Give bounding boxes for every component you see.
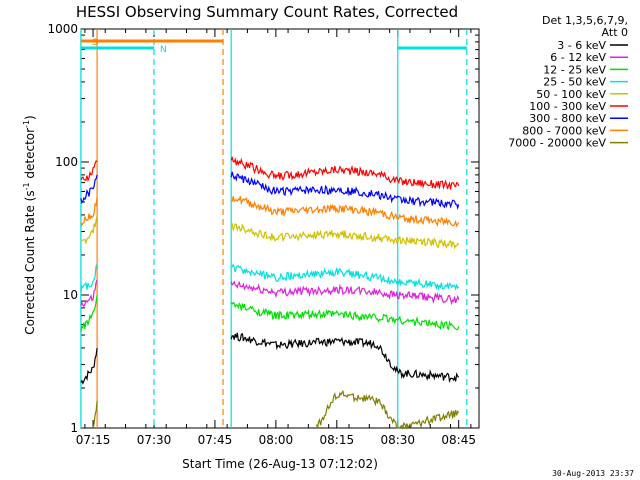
series-line bbox=[80, 196, 98, 227]
series-line bbox=[230, 171, 460, 210]
x-tick-label: 08:15 bbox=[320, 433, 355, 447]
y-tick-label: 1 bbox=[70, 421, 78, 435]
series-line bbox=[80, 174, 98, 204]
series-line bbox=[92, 400, 98, 429]
series-line bbox=[230, 280, 460, 306]
chart-title: HESSI Observing Summary Count Rates, Cor… bbox=[76, 3, 458, 21]
legend-label: 7000 - 20000 keV bbox=[508, 137, 606, 150]
x-tick-label: 07:30 bbox=[137, 433, 172, 447]
series-line bbox=[230, 301, 460, 331]
legend-label: 6 - 12 keV bbox=[550, 51, 606, 64]
legend-label: 100 - 300 keV bbox=[529, 100, 606, 113]
legend-label: 300 - 800 keV bbox=[529, 112, 606, 125]
legend-label: 12 - 25 keV bbox=[543, 63, 606, 76]
legend-header: Det 1,3,5,6,7,9, bbox=[542, 14, 628, 27]
legend-header: Att 0 bbox=[602, 26, 628, 39]
flag-label: S bbox=[92, 38, 98, 48]
series-line bbox=[230, 222, 460, 250]
series-line bbox=[80, 294, 98, 332]
legend-label: 25 - 50 keV bbox=[543, 76, 606, 89]
legend-label: 50 - 100 keV bbox=[536, 88, 606, 101]
series-line bbox=[230, 196, 460, 228]
series-line bbox=[231, 263, 460, 291]
x-tick-label: 07:45 bbox=[198, 433, 233, 447]
legend-label: 3 - 6 keV bbox=[557, 39, 606, 52]
x-tick-label: 08:30 bbox=[380, 433, 415, 447]
flag-label: N bbox=[160, 45, 167, 55]
y-tick-label: 100 bbox=[55, 155, 78, 169]
series-line bbox=[315, 389, 460, 431]
series-line bbox=[80, 279, 98, 308]
y-tick-label: 1000 bbox=[47, 22, 78, 36]
plot-area: 1 10 100 1000 07:15 07:30 07:45 08:00 08:15 08:30… bbox=[47, 22, 480, 447]
x-tick-label: 08:45 bbox=[441, 433, 476, 447]
x-tick-label: 07:15 bbox=[76, 433, 111, 447]
series-line bbox=[80, 264, 98, 293]
series-line bbox=[230, 332, 460, 383]
series-line bbox=[80, 214, 98, 245]
series-line bbox=[230, 156, 460, 190]
x-tick-label: 08:00 bbox=[259, 433, 294, 447]
series-line bbox=[80, 159, 98, 182]
plot-frame bbox=[80, 28, 480, 429]
series-line bbox=[80, 347, 98, 385]
x-axis-label: Start Time (26-Aug-13 07:12:02) bbox=[182, 457, 378, 471]
y-tick-label: 10 bbox=[63, 288, 78, 302]
legend-label: 800 - 7000 keV bbox=[522, 124, 606, 137]
y-axis-label: Corrected Count Rate (s-1 detector-1) bbox=[22, 115, 37, 334]
timestamp: 30-Aug-2013 23:37 bbox=[552, 469, 634, 478]
